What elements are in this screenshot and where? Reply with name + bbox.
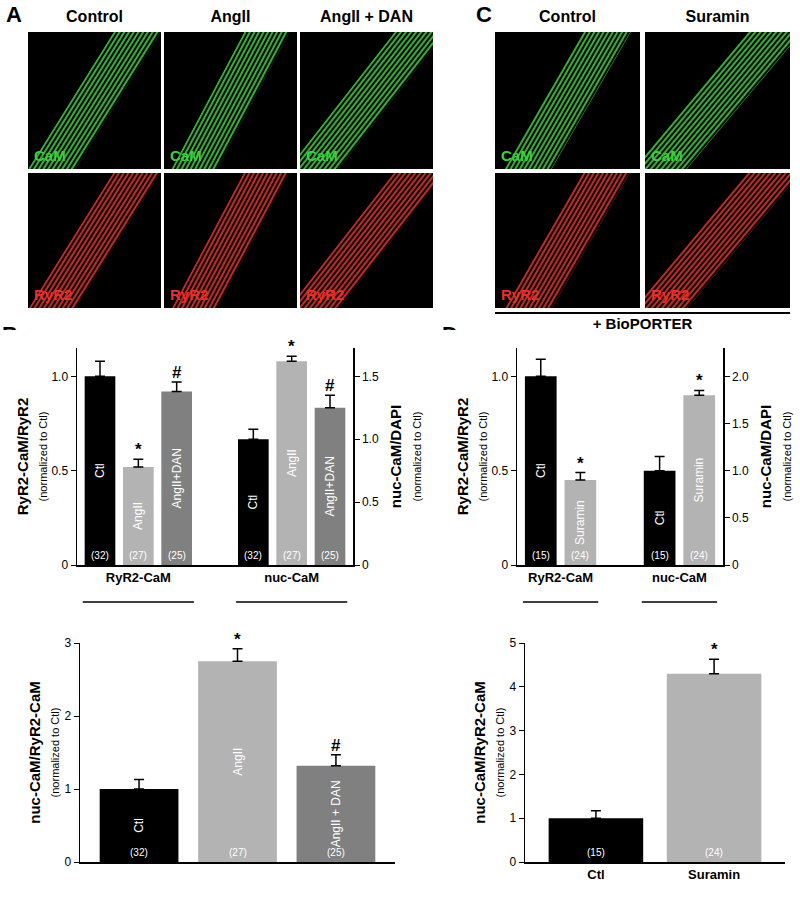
svg-text:nuc-CaM/RyR2-CaM(normalized to: nuc-CaM/RyR2-CaM(normalized to Ctl) <box>26 681 62 824</box>
svg-text:(15): (15) <box>651 550 669 561</box>
svg-text:0: 0 <box>509 855 516 869</box>
svg-text:(32): (32) <box>91 550 109 561</box>
html-text:A: A <box>6 2 22 27</box>
svg-text:Ctl: Ctl <box>653 510 667 525</box>
svg-text:RyR2-CaM/RyR2(normalized to Ct: RyR2-CaM/RyR2(normalized to Ctl) <box>454 398 490 516</box>
html-text:Control: Control <box>539 8 596 25</box>
html-text:Suramin: Suramin <box>685 8 750 25</box>
svg-text:nuc-CaM: nuc-CaM <box>264 570 319 585</box>
svg-text:3: 3 <box>64 636 71 650</box>
html-text:RyR2: RyR2 <box>34 286 73 303</box>
svg-text:*: * <box>696 371 703 390</box>
html-text:RyR2: RyR2 <box>306 286 345 303</box>
svg-text:Ctl: Ctl <box>132 818 146 833</box>
svg-text:*: * <box>288 337 295 356</box>
svg-text:(27): (27) <box>283 550 301 561</box>
svg-text:0: 0 <box>64 855 71 869</box>
html-text:B: B <box>2 322 18 347</box>
html-text:RyR2: RyR2 <box>651 286 690 303</box>
html-text:D: D <box>442 322 458 347</box>
html-text:AngII: AngII <box>210 8 251 25</box>
svg-text:(32): (32) <box>244 550 262 561</box>
svg-text:AngII + DAN: AngII + DAN <box>329 780 343 847</box>
svg-text:1: 1 <box>509 811 516 825</box>
svg-text:RyR2-CaM/RyR2(normalized to Ct: RyR2-CaM/RyR2(normalized to Ctl) <box>14 398 50 516</box>
svg-text:3: 3 <box>509 724 516 738</box>
svg-text:(27): (27) <box>229 847 247 858</box>
svg-text:(25): (25) <box>321 550 339 561</box>
svg-text:0: 0 <box>61 558 68 572</box>
svg-text:0.5: 0.5 <box>51 464 68 478</box>
svg-text:(32): (32) <box>130 847 148 858</box>
svg-text:*: * <box>234 630 241 649</box>
svg-text:nuc-CaM/DAPI(normalized to Ctl: nuc-CaM/DAPI(normalized to Ctl) <box>387 405 423 508</box>
svg-text:0: 0 <box>732 558 739 572</box>
svg-text:(24): (24) <box>690 550 708 561</box>
svg-text:Suramin: Suramin <box>692 458 706 503</box>
svg-text:Suramin: Suramin <box>688 867 740 882</box>
svg-text:(15): (15) <box>587 847 605 858</box>
svg-text:#: # <box>331 736 341 755</box>
svg-text:4: 4 <box>509 680 516 694</box>
svg-text:0.5: 0.5 <box>491 464 508 478</box>
svg-text:Ctl: Ctl <box>93 463 107 478</box>
svg-text:1.0: 1.0 <box>491 370 508 384</box>
svg-text:1.0: 1.0 <box>732 464 749 478</box>
svg-text:0.5: 0.5 <box>732 511 749 525</box>
svg-text:5: 5 <box>509 636 516 650</box>
svg-text:(27): (27) <box>129 550 147 561</box>
svg-text:#: # <box>325 376 335 395</box>
svg-text:1: 1 <box>64 782 71 796</box>
svg-text:0.5: 0.5 <box>362 495 379 509</box>
svg-text:(24): (24) <box>571 550 589 561</box>
svg-text:1.5: 1.5 <box>732 417 749 431</box>
svg-text:2.0: 2.0 <box>732 370 749 384</box>
svg-text:(25): (25) <box>327 847 345 858</box>
svg-text:2: 2 <box>509 768 516 782</box>
svg-text:AngII: AngII <box>231 748 245 776</box>
svg-text:AngII+DAN: AngII+DAN <box>170 448 184 508</box>
svg-text:nuc-CaM/RyR2-CaM(normalized to: nuc-CaM/RyR2-CaM(normalized to Ctl) <box>471 681 507 824</box>
svg-text:nuc-CaM: nuc-CaM <box>652 570 707 585</box>
svg-text:*: * <box>577 454 584 473</box>
html-text:CaM: CaM <box>651 147 683 164</box>
svg-text:Ctl: Ctl <box>534 463 548 478</box>
svg-text:(15): (15) <box>532 550 550 561</box>
html-text:AngII + DAN: AngII + DAN <box>320 8 413 25</box>
svg-text:RyR2-CaM: RyR2-CaM <box>106 570 171 585</box>
html-text:CaM: CaM <box>306 147 338 164</box>
svg-text:Ctl: Ctl <box>246 495 260 510</box>
html-text:Control: Control <box>66 8 123 25</box>
html-text:+ BioPORTER: + BioPORTER <box>592 315 693 332</box>
html-text:RyR2: RyR2 <box>170 286 209 303</box>
html-text:CaM: CaM <box>501 147 533 164</box>
svg-text:AngII+DAN: AngII+DAN <box>323 456 337 516</box>
svg-text:RyR2-CaM: RyR2-CaM <box>528 570 593 585</box>
html-text:C: C <box>476 2 492 27</box>
html-text:CaM: CaM <box>170 147 202 164</box>
svg-text:Ctl: Ctl <box>587 867 604 882</box>
svg-text:AngII: AngII <box>285 449 299 477</box>
svg-text:*: * <box>711 640 718 659</box>
svg-text:Suramin: Suramin <box>573 500 587 545</box>
svg-text:0: 0 <box>501 558 508 572</box>
svg-text:*: * <box>135 440 142 459</box>
svg-text:1.0: 1.0 <box>51 370 68 384</box>
html-text:CaM: CaM <box>34 147 66 164</box>
svg-text:(25): (25) <box>168 550 186 561</box>
svg-text:0: 0 <box>362 558 369 572</box>
svg-text:1.5: 1.5 <box>362 370 379 384</box>
svg-text:#: # <box>172 363 182 382</box>
html-text:RyR2: RyR2 <box>501 286 540 303</box>
svg-text:(24): (24) <box>705 847 723 858</box>
svg-text:AngII: AngII <box>131 502 145 530</box>
svg-text:1.0: 1.0 <box>362 432 379 446</box>
svg-text:2: 2 <box>64 709 71 723</box>
svg-text:nuc-CaM/DAPI(normalized to Ctl: nuc-CaM/DAPI(normalized to Ctl) <box>757 405 793 508</box>
